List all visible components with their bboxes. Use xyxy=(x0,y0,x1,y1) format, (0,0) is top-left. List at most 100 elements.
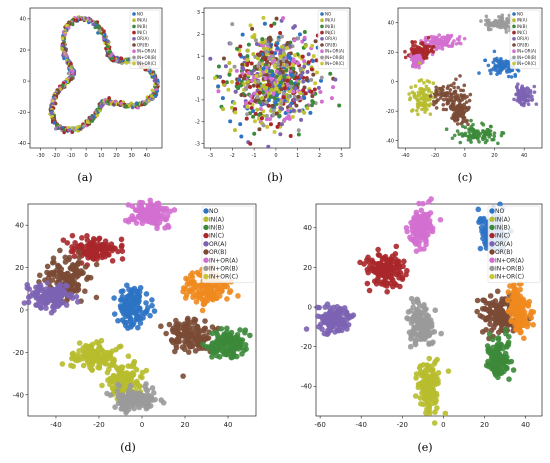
legend-marker xyxy=(203,208,209,214)
legend-box xyxy=(317,9,349,70)
data-point xyxy=(278,31,283,36)
data-point xyxy=(302,110,307,115)
data-point xyxy=(309,77,314,82)
data-point xyxy=(262,46,267,51)
data-point xyxy=(261,102,266,107)
data-point xyxy=(493,68,497,72)
data-point xyxy=(229,105,234,110)
data-point xyxy=(492,134,497,139)
data-point xyxy=(300,54,305,59)
x-tick-label: -3 xyxy=(208,153,213,159)
data-point xyxy=(520,96,525,100)
data-point xyxy=(295,75,300,80)
data-point xyxy=(226,289,233,296)
data-point xyxy=(45,294,52,300)
data-point xyxy=(486,24,491,29)
data-point xyxy=(226,350,232,357)
data-point xyxy=(252,119,257,124)
data-point xyxy=(202,325,209,332)
data-point xyxy=(220,344,227,351)
data-point xyxy=(220,96,225,101)
data-point xyxy=(240,32,245,37)
data-point xyxy=(298,91,303,96)
data-point xyxy=(463,125,468,130)
data-point xyxy=(413,248,420,254)
data-point xyxy=(382,279,389,286)
data-point xyxy=(268,95,273,100)
data-point xyxy=(386,261,392,267)
data-point xyxy=(432,102,436,107)
data-point xyxy=(464,100,469,104)
x-tick-label: -20 xyxy=(52,153,60,159)
data-point xyxy=(287,44,292,49)
legend-label: OR(B) xyxy=(517,42,529,47)
data-point xyxy=(289,73,294,78)
data-point xyxy=(454,77,458,82)
data-point xyxy=(423,99,428,103)
data-point xyxy=(365,254,371,261)
data-point xyxy=(68,277,75,284)
data-point xyxy=(296,36,301,41)
data-point xyxy=(111,295,117,301)
data-point xyxy=(245,104,250,109)
data-point xyxy=(206,283,213,290)
y-tick-label: -40 xyxy=(13,391,24,399)
data-point xyxy=(63,282,69,289)
data-point xyxy=(428,196,434,202)
data-point xyxy=(275,46,280,51)
points-layer xyxy=(403,13,539,146)
data-point xyxy=(454,113,459,118)
data-point xyxy=(251,83,256,88)
data-point xyxy=(100,352,107,358)
data-point xyxy=(487,20,492,25)
data-point xyxy=(275,41,280,46)
data-point xyxy=(422,80,426,85)
legend-label: IN(C) xyxy=(325,30,336,35)
data-point xyxy=(445,368,452,374)
data-point xyxy=(272,21,277,26)
data-point xyxy=(467,105,471,110)
data-point xyxy=(318,78,323,83)
data-point xyxy=(408,97,412,102)
data-point xyxy=(251,114,256,119)
data-point xyxy=(96,236,102,243)
data-point xyxy=(527,95,532,99)
data-point xyxy=(148,208,155,214)
data-point xyxy=(234,68,239,73)
data-point xyxy=(143,367,150,374)
data-point xyxy=(106,39,110,44)
data-point xyxy=(476,131,481,135)
data-point xyxy=(144,207,151,214)
data-point xyxy=(494,20,499,25)
data-point xyxy=(452,85,456,90)
data-point xyxy=(76,340,83,346)
data-point xyxy=(195,330,202,336)
data-point xyxy=(421,246,427,252)
data-point xyxy=(419,41,423,46)
data-point xyxy=(477,217,483,224)
data-point xyxy=(504,68,509,73)
data-point xyxy=(490,137,494,142)
data-point xyxy=(166,321,173,328)
data-point xyxy=(261,15,266,20)
data-point xyxy=(256,112,261,117)
x-tick-label: 0 xyxy=(463,153,466,159)
data-point xyxy=(62,274,68,280)
data-point xyxy=(417,79,422,83)
data-point xyxy=(408,295,415,302)
data-point xyxy=(489,124,493,129)
legend-label: IN(A) xyxy=(137,18,147,23)
data-point xyxy=(249,71,254,76)
data-point xyxy=(33,302,39,308)
x-tick-label: -30 xyxy=(37,153,45,159)
data-point xyxy=(455,129,460,133)
data-point xyxy=(467,130,471,134)
data-point xyxy=(142,215,149,222)
data-point xyxy=(381,263,387,269)
data-point xyxy=(150,217,157,224)
data-point xyxy=(293,86,298,91)
x-tick-label: 30 xyxy=(128,153,134,159)
data-point xyxy=(271,54,276,59)
data-point xyxy=(24,281,31,288)
